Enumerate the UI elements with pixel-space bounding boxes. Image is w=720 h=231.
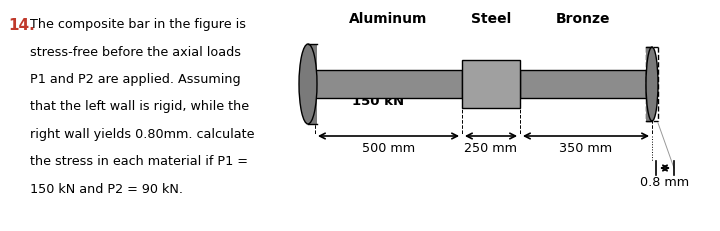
Bar	[462, 61, 520, 109]
Text: Bronze: Bronze	[556, 12, 611, 26]
Bar	[646, 48, 652, 122]
Text: The composite bar in the figure is: The composite bar in the figure is	[30, 18, 246, 31]
Text: the stress in each material if P1 =: the stress in each material if P1 =	[30, 155, 248, 168]
Text: Steel: Steel	[471, 12, 511, 26]
Bar	[308, 45, 317, 125]
Text: 150 kN and P2 = 90 kN.: 150 kN and P2 = 90 kN.	[30, 182, 183, 195]
Text: 350 mm: 350 mm	[559, 141, 613, 154]
Text: 500 mm: 500 mm	[362, 141, 415, 154]
Bar	[520, 71, 646, 99]
Text: 0.8 mm: 0.8 mm	[640, 175, 690, 188]
Text: Aluminum: Aluminum	[349, 12, 428, 26]
Text: right wall yields 0.80mm. calculate: right wall yields 0.80mm. calculate	[30, 128, 254, 140]
Text: P1 and P2 are applied. Assuming: P1 and P2 are applied. Assuming	[30, 73, 240, 86]
Ellipse shape	[299, 45, 317, 125]
Bar	[315, 71, 462, 99]
Text: 150 kN: 150 kN	[352, 94, 405, 108]
Text: stress-free before the axial loads: stress-free before the axial loads	[30, 45, 241, 58]
Text: 250 mm: 250 mm	[464, 141, 518, 154]
Ellipse shape	[646, 48, 658, 122]
Text: that the left wall is rigid, while the: that the left wall is rigid, while the	[30, 100, 249, 113]
Text: 90 kN: 90 kN	[516, 73, 559, 86]
Text: 14.: 14.	[8, 18, 35, 33]
